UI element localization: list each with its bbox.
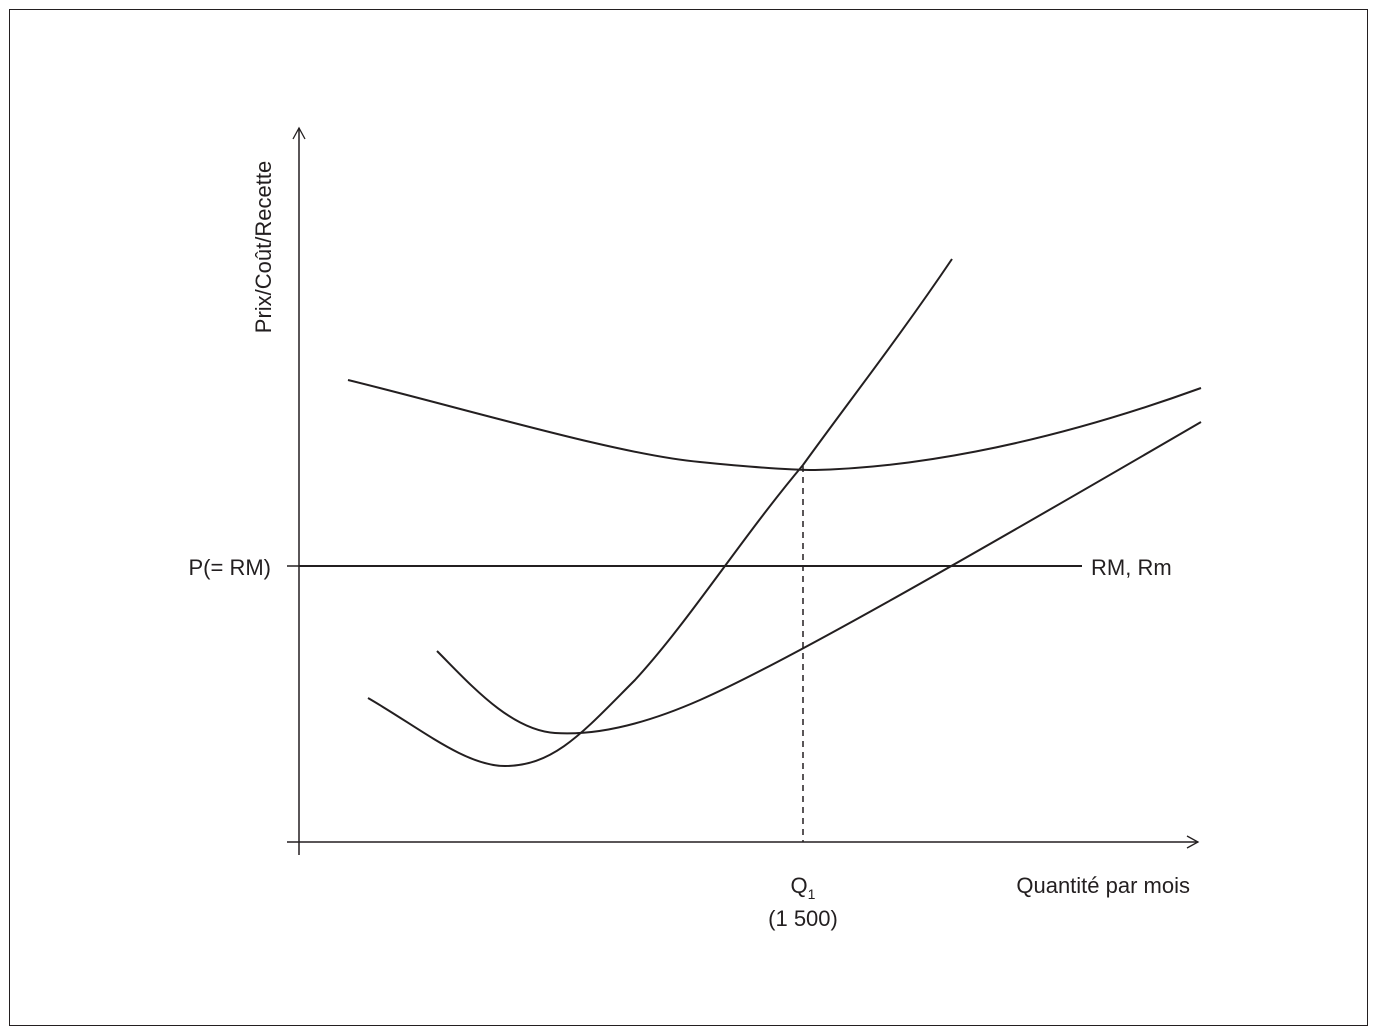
q1-subscript: 1 — [808, 886, 816, 902]
revenue-line-label: RM, Rm — [1091, 555, 1172, 580]
q1-letter: Q — [791, 873, 808, 898]
price-label: P(= RM) — [189, 555, 272, 580]
figure-frame — [9, 9, 1368, 1026]
average-total-cost-curve — [347, 379, 1202, 472]
q1-label: Q1 — [791, 873, 816, 902]
marginal-cost-curve — [367, 258, 953, 768]
y-axis-label: Prix/Coût/Recette — [251, 161, 276, 333]
x-axis-label: Quantité par mois — [1016, 873, 1190, 898]
average-variable-cost-curve — [436, 421, 1202, 735]
q1-value-label: (1 500) — [768, 906, 838, 931]
